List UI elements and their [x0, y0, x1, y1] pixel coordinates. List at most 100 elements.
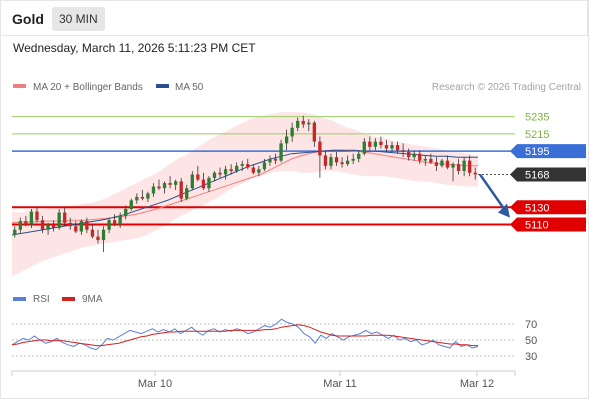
candle-body	[96, 236, 100, 241]
timeframe-button[interactable]: 30 MIN	[52, 7, 105, 31]
candle-body	[190, 174, 194, 189]
candle-body	[357, 153, 361, 159]
candle-body	[162, 183, 167, 189]
candle-body	[395, 145, 400, 151]
forecast-arrow	[478, 173, 510, 218]
candle-body	[251, 167, 255, 173]
candle-body	[13, 229, 17, 235]
candle-body	[196, 174, 200, 180]
bollinger-bands	[12, 112, 478, 277]
level-tag-5110	[510, 217, 586, 232]
candle-body	[223, 169, 228, 175]
candle-body	[307, 122, 311, 125]
candle-body	[218, 172, 222, 175]
level-label-5168: 5168	[525, 169, 549, 181]
candle-body	[212, 172, 217, 178]
moving-averages	[11, 149, 478, 236]
candle-body	[340, 162, 344, 165]
candle-body	[124, 209, 128, 216]
candle-body	[390, 145, 394, 149]
candle-body	[68, 222, 72, 227]
chart-timestamp: Wednesday, March 11, 2026 5:11:23 PM CET	[13, 41, 256, 55]
candle-body	[157, 186, 161, 189]
candle-body	[40, 220, 45, 230]
level-label-5110: 5110	[525, 220, 549, 232]
rsi-ma-legend-swatch	[62, 297, 75, 301]
time-axis-label: Mar 12	[460, 378, 494, 390]
forecast-arrow-shaft	[478, 173, 508, 213]
candle-body	[456, 164, 461, 171]
candle-body	[46, 224, 50, 230]
candle-body	[262, 162, 267, 170]
candle-body	[173, 181, 178, 185]
candle-body	[401, 150, 405, 152]
candle-body	[229, 169, 233, 171]
candle-body	[24, 221, 28, 225]
candle-body	[406, 152, 411, 158]
ma20-line	[11, 149, 478, 224]
candle-body	[168, 183, 172, 185]
key-levels	[12, 116, 515, 226]
candle-body	[107, 220, 111, 230]
candle-body	[85, 221, 89, 230]
candle-body	[296, 120, 300, 128]
candle-body	[440, 160, 444, 166]
level-label-5195: 5195	[525, 146, 549, 158]
ma50-line	[11, 149, 478, 236]
candlesticks	[13, 115, 477, 253]
candle-body	[101, 229, 106, 241]
ma20-legend-label: MA 20 + Bollinger Bands	[33, 82, 143, 93]
rsi-legend-swatch	[13, 297, 26, 301]
ma50-legend-label: MA 50	[175, 82, 204, 93]
candle-body	[207, 177, 211, 189]
candle-body	[334, 157, 339, 163]
time-axis-label: Mar 11	[323, 378, 356, 390]
candle-body	[312, 122, 317, 142]
level-tag-5195	[510, 144, 586, 159]
candle-body	[384, 145, 389, 149]
instrument-title: Gold	[12, 11, 44, 27]
candle-body	[379, 141, 383, 146]
candle-body	[301, 120, 305, 125]
candle-body	[273, 158, 278, 161]
candle-body	[74, 226, 78, 232]
candle-body	[29, 211, 34, 225]
candle-body	[35, 211, 39, 221]
candle-body	[318, 141, 322, 156]
time-axis: Mar 10 Mar 11 Mar 12	[11, 370, 516, 390]
candle-body	[368, 141, 372, 147]
candle-body	[468, 160, 472, 173]
candle-body	[429, 158, 433, 163]
candle-body	[290, 127, 294, 137]
time-axis-label: Mar 10	[138, 378, 172, 390]
candle-body	[240, 164, 244, 166]
candle-body	[423, 158, 427, 161]
rsi-line	[11, 318, 479, 351]
ma50-legend-swatch	[156, 84, 169, 88]
candle-body	[268, 158, 272, 163]
candle-body	[451, 164, 455, 168]
rsi-panel: 70 50 30	[11, 318, 537, 363]
candle-body	[279, 143, 283, 161]
candle-body	[473, 172, 477, 175]
level-label-5215: 5215	[525, 129, 549, 141]
level-label-5130: 5130	[525, 202, 549, 214]
level-labels: 5235 5215 5195 5168 5130 5110	[510, 112, 586, 232]
candle-body	[246, 164, 250, 168]
candle-body	[323, 155, 328, 166]
candle-body	[373, 141, 378, 147]
candle-body	[135, 196, 139, 201]
rsi-ma-legend-label: 9MA	[82, 294, 103, 305]
candle-body	[146, 193, 150, 199]
level-tag-5168	[510, 167, 586, 182]
ma20-legend-swatch	[13, 84, 26, 88]
candle-body	[201, 179, 206, 189]
candle-body	[362, 141, 366, 154]
level-tag-5130	[510, 200, 586, 215]
candle-body	[412, 153, 416, 158]
candle-body	[63, 212, 67, 223]
candle-body	[57, 212, 61, 228]
candle-body	[284, 136, 289, 144]
rsi-tick-label: 30	[525, 351, 537, 363]
